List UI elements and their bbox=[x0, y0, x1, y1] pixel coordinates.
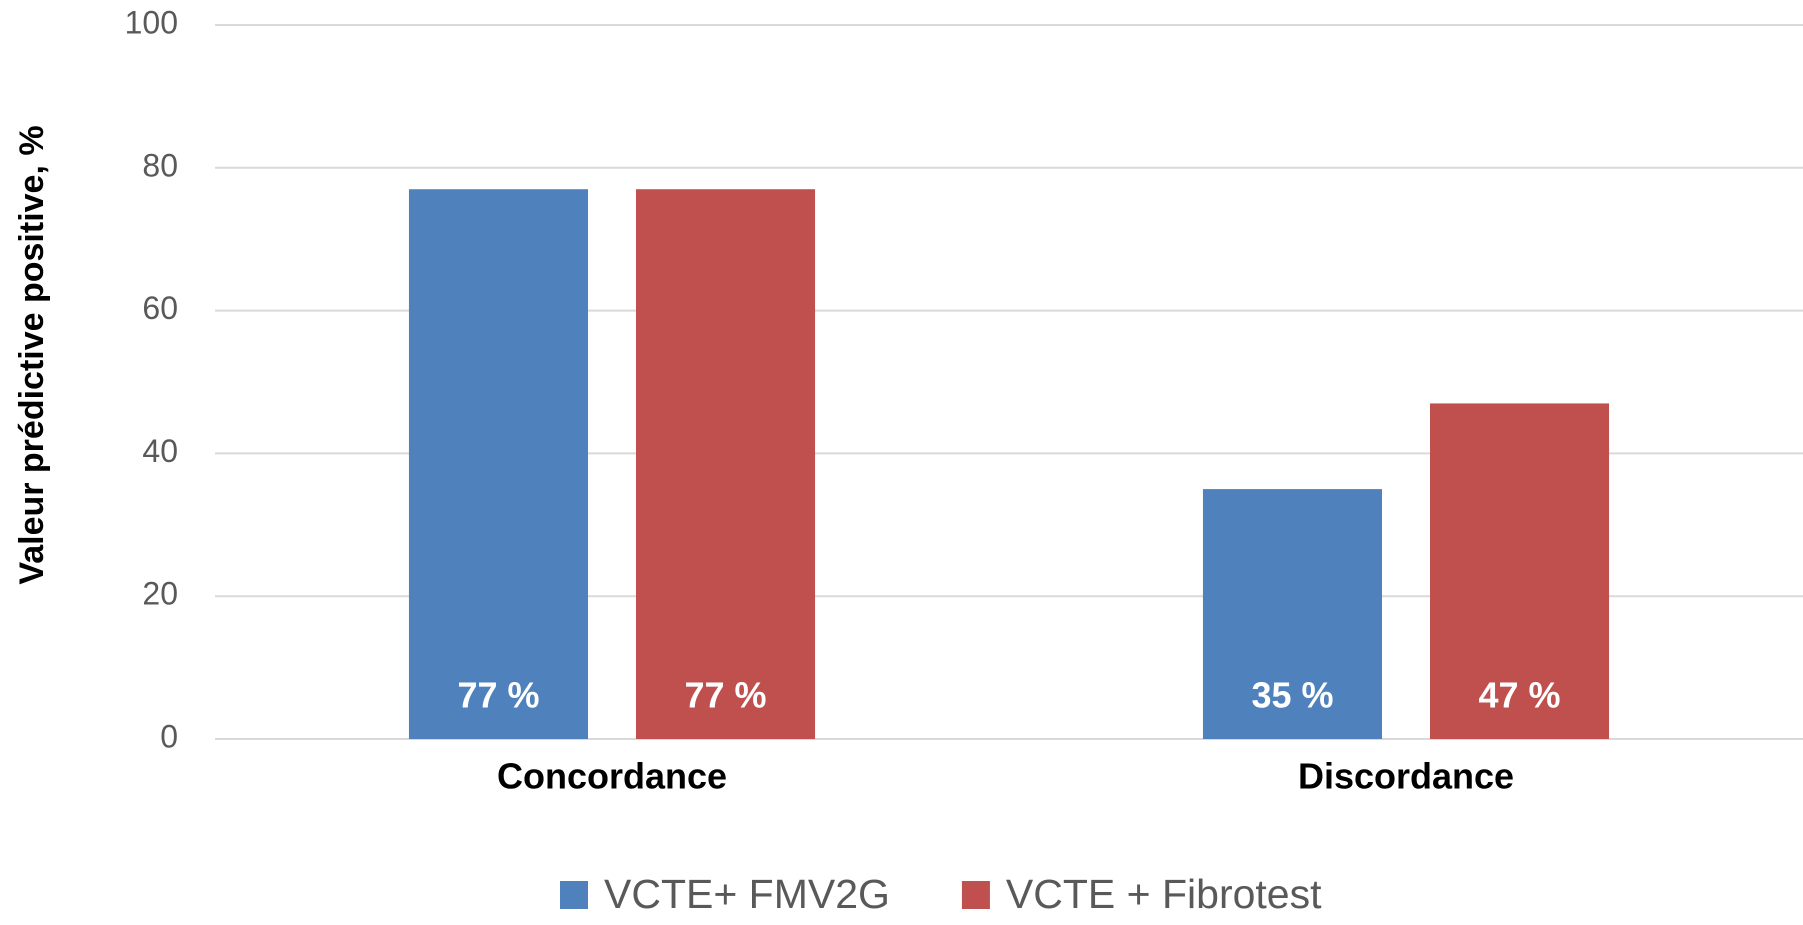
y-tick-label: 20 bbox=[142, 576, 178, 612]
bar bbox=[1430, 403, 1610, 739]
data-label: 77 % bbox=[457, 675, 539, 716]
bar bbox=[636, 189, 816, 740]
y-axis-label: Valeur prédictive positive, % bbox=[13, 125, 51, 584]
bar bbox=[408, 189, 588, 740]
y-tick-label: 100 bbox=[125, 4, 178, 40]
bar bbox=[1202, 489, 1382, 739]
y-tick-label: 80 bbox=[142, 147, 178, 183]
legend-label: VCTE+ FMV2G bbox=[604, 871, 890, 917]
legend-swatch bbox=[961, 881, 990, 909]
y-tick-label: 40 bbox=[142, 433, 178, 469]
y-tick-label: 60 bbox=[142, 290, 178, 326]
data-label: 47 % bbox=[1478, 675, 1560, 716]
legend-label: VCTE + Fibrotest bbox=[1006, 871, 1322, 917]
x-tick-label: Concordance bbox=[497, 756, 727, 797]
legend-swatch bbox=[560, 881, 588, 909]
data-label: 77 % bbox=[684, 675, 766, 716]
x-tick-label: Discordance bbox=[1298, 756, 1514, 797]
y-tick-label: 0 bbox=[160, 718, 178, 754]
data-label: 35 % bbox=[1251, 675, 1333, 716]
